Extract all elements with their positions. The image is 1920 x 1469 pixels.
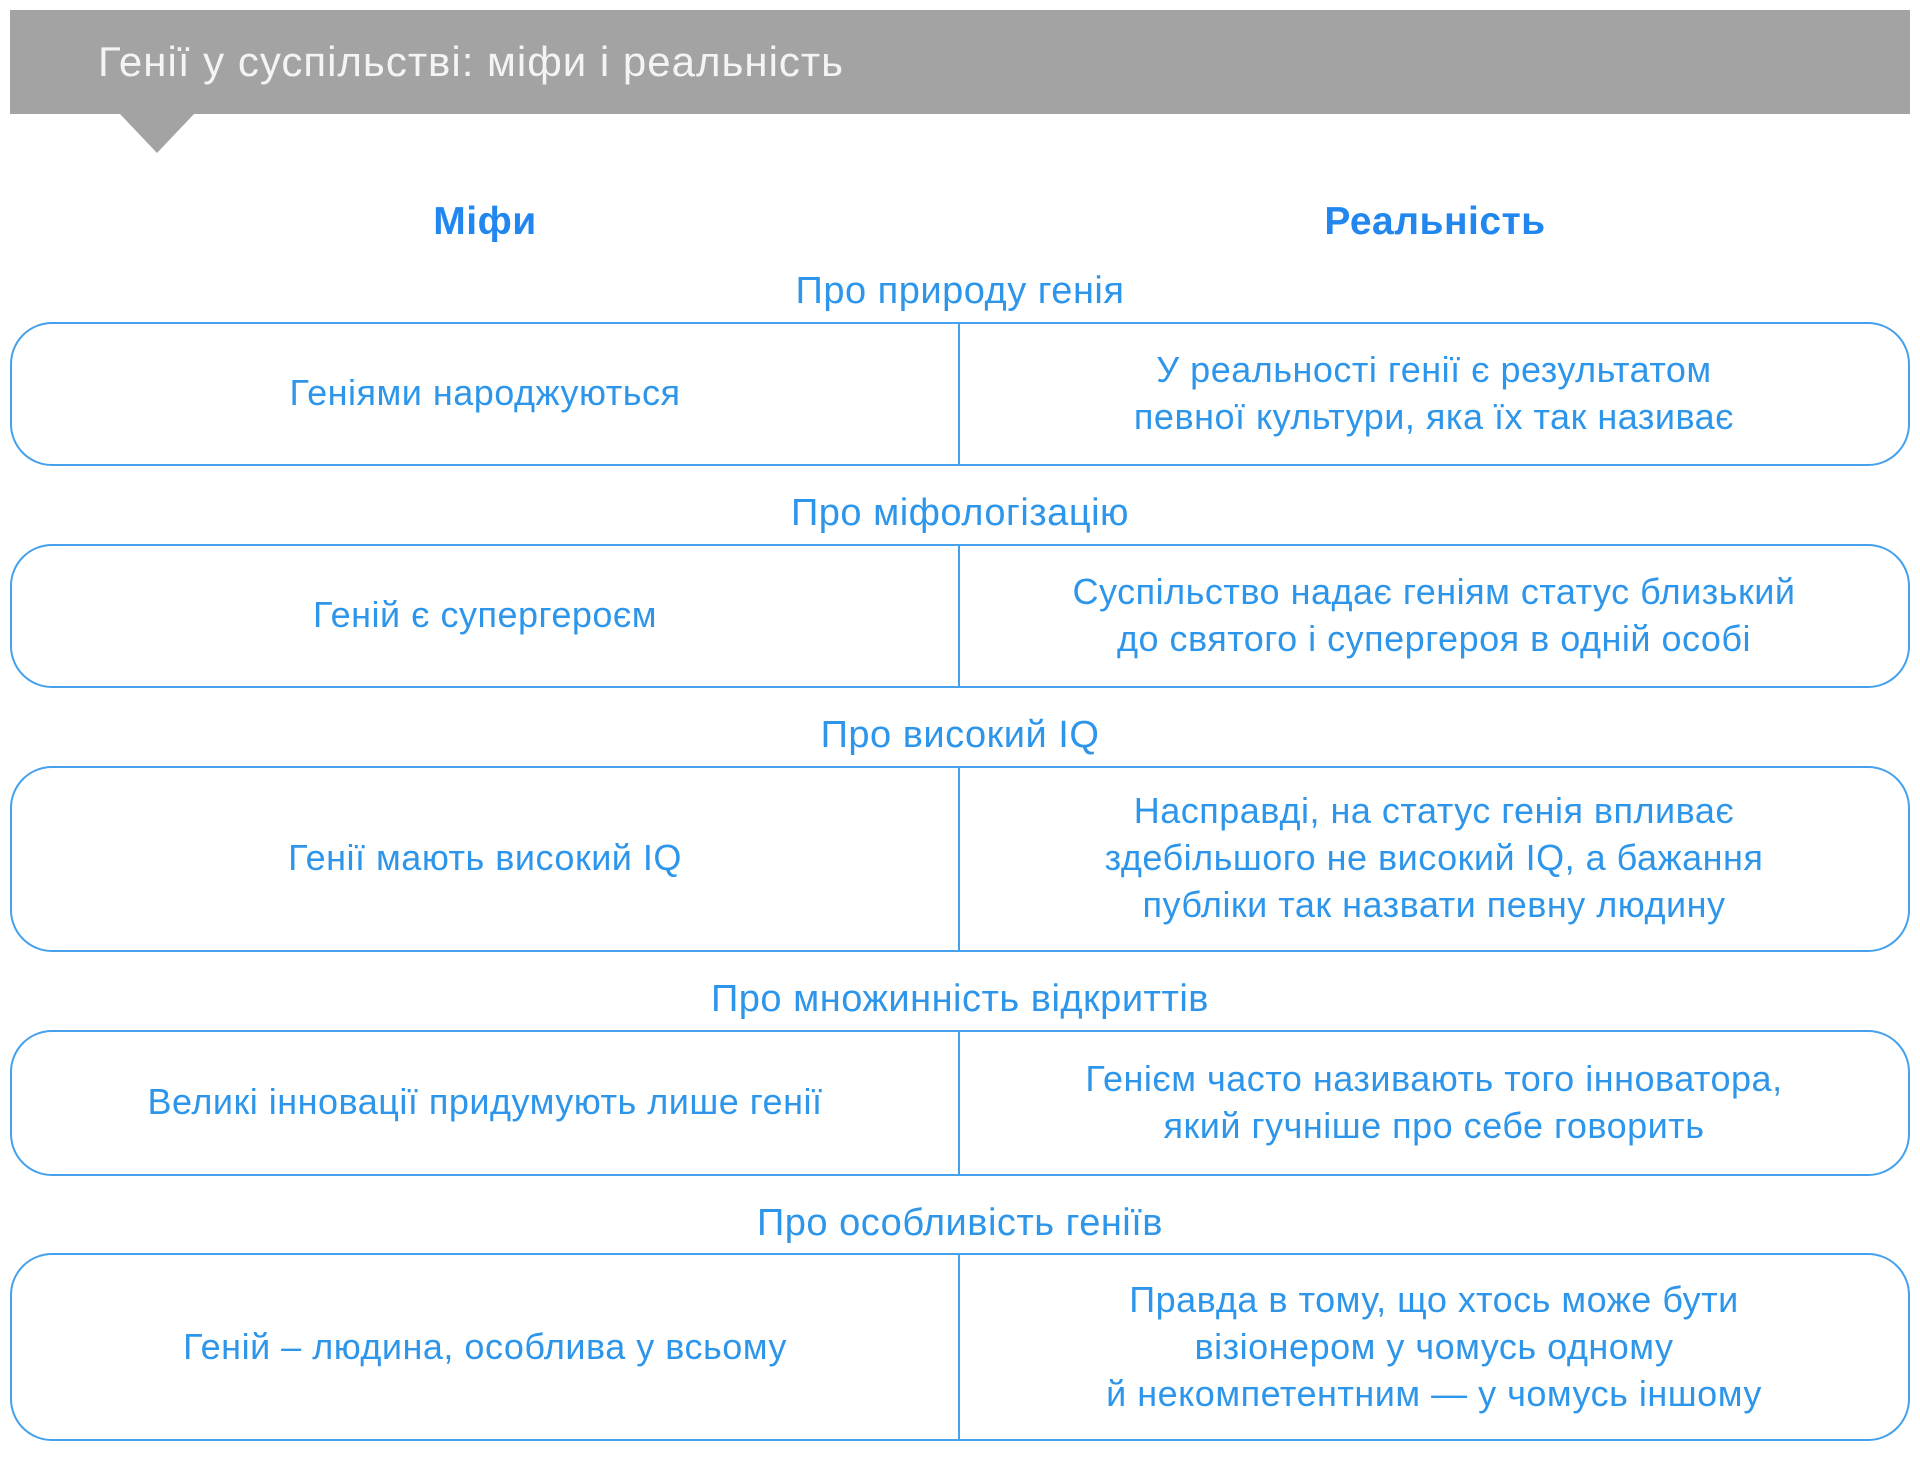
section-heading-multiple-discoveries: Про множинність відкриттів [710, 977, 1209, 1020]
section-heading-mythologization: Про міфологізацію [790, 491, 1130, 534]
comparison-row: Великі інновації придумують лише генії Г… [10, 1029, 1910, 1176]
reality-cell: Генієм часто називають того інноватора, … [1085, 1057, 1783, 1146]
myth-cell: Геніями народжуються [12, 323, 960, 464]
comparison-row: Геніями народжуються У реальності генії … [10, 321, 1910, 466]
myth-cell: Великі інновації придумують лише генії [12, 1031, 960, 1174]
myth-cell: Геній – людина, особлива у всьому [12, 1255, 960, 1440]
section-heading-nature: Про природу генія [795, 270, 1125, 312]
column-headers: Міфи Реальність [10, 200, 1910, 244]
reality-cell: Суспільство надає геніям статус близький… [1072, 570, 1796, 659]
column-header-myths: Міфи [433, 200, 537, 243]
myth-cell: Геній є супергероєм [12, 545, 960, 686]
banner-pointer-triangle [120, 114, 194, 153]
comparison-row: Геній є супергероєм Суспільство надає ге… [10, 543, 1910, 688]
myth-cell: Генії мають високий IQ [12, 767, 960, 950]
comparison-row: Геній – людина, особлива у всьому Правда… [10, 1253, 1910, 1442]
reality-cell: Правда в тому, що хтось може бути візіон… [1106, 1279, 1762, 1414]
section-heading-genius-specialness: Про особливість геніїв [756, 1201, 1163, 1244]
reality-cell: Насправді, на статус генія впливає здебі… [1104, 790, 1764, 926]
section-heading-high-iq: Про високий IQ [820, 713, 1100, 756]
title-banner: Генії у суспільстві: міфи і реальність [10, 10, 1910, 153]
page-title: Генії у суспільстві: міфи і реальність [98, 38, 845, 85]
comparison-row: Генії мають високий IQ Насправді, на ста… [10, 765, 1910, 952]
reality-cell: У реальності генії є результатом певної … [1133, 349, 1735, 437]
column-header-reality: Реальність [1324, 200, 1546, 243]
